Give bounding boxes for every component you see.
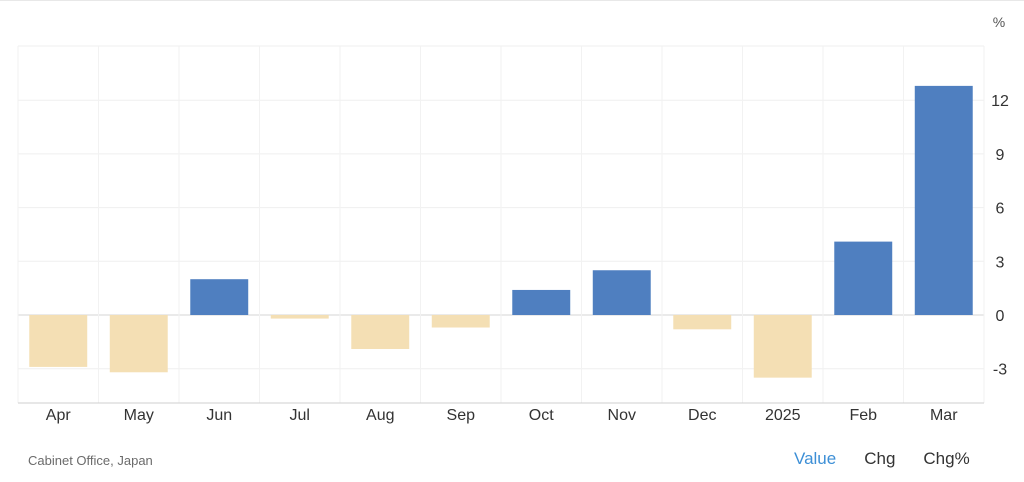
x-tick-label: Jun	[206, 407, 232, 424]
bar-may	[109, 315, 168, 373]
x-tick-label: May	[124, 407, 154, 424]
view-tabs: Value Chg Chg%	[780, 449, 984, 469]
x-tick-label: Feb	[849, 407, 877, 424]
bar-feb	[834, 241, 893, 315]
tab-chg[interactable]: Chg	[864, 449, 896, 468]
x-tick-label: Aug	[366, 407, 394, 424]
x-tick-label: Nov	[608, 407, 636, 424]
grid	[0, 0, 1024, 404]
bar-dec	[673, 315, 732, 330]
tab-chg-pct[interactable]: Chg%	[923, 449, 970, 468]
y-axis-labels: -3 0 3 6 9 12	[991, 93, 1009, 379]
x-tick-label: Dec	[688, 407, 716, 424]
bar-jun	[190, 279, 249, 315]
x-tick-label: 2025	[765, 407, 801, 424]
bar-2025	[753, 315, 812, 378]
x-tick-label: Apr	[46, 407, 72, 424]
bar-nov	[592, 270, 651, 315]
bar-chart: Apr May Jun Jul Aug Sep Oct Nov Dec 2025 Feb Mar -3…	[0, 0, 1024, 424]
x-axis-labels: Apr May Jun Jul Aug Sep Oct Nov Dec 2025 Feb Mar	[46, 407, 958, 424]
bars	[29, 85, 973, 378]
bar-apr	[29, 315, 88, 367]
x-tick-label: Mar	[930, 407, 958, 424]
x-tick-label: Oct	[529, 407, 554, 424]
bar-aug	[351, 315, 410, 350]
bar-jul	[270, 315, 329, 319]
y-tick-label: 0	[996, 308, 1005, 325]
x-tick-label: Jul	[290, 407, 310, 424]
y-tick-label: 12	[991, 93, 1009, 110]
y-tick-label: -3	[993, 362, 1007, 379]
y-tick-label: 9	[996, 147, 1005, 164]
bar-oct	[512, 289, 571, 315]
source-label: Cabinet Office, Japan	[28, 453, 153, 468]
bar-sep	[431, 315, 490, 328]
y-tick-label: 3	[996, 254, 1005, 271]
unit-label: %	[993, 14, 1005, 30]
bar-mar	[914, 85, 973, 315]
y-tick-label: 6	[996, 201, 1005, 218]
tab-value[interactable]: Value	[794, 449, 837, 468]
x-tick-label: Sep	[447, 407, 476, 424]
